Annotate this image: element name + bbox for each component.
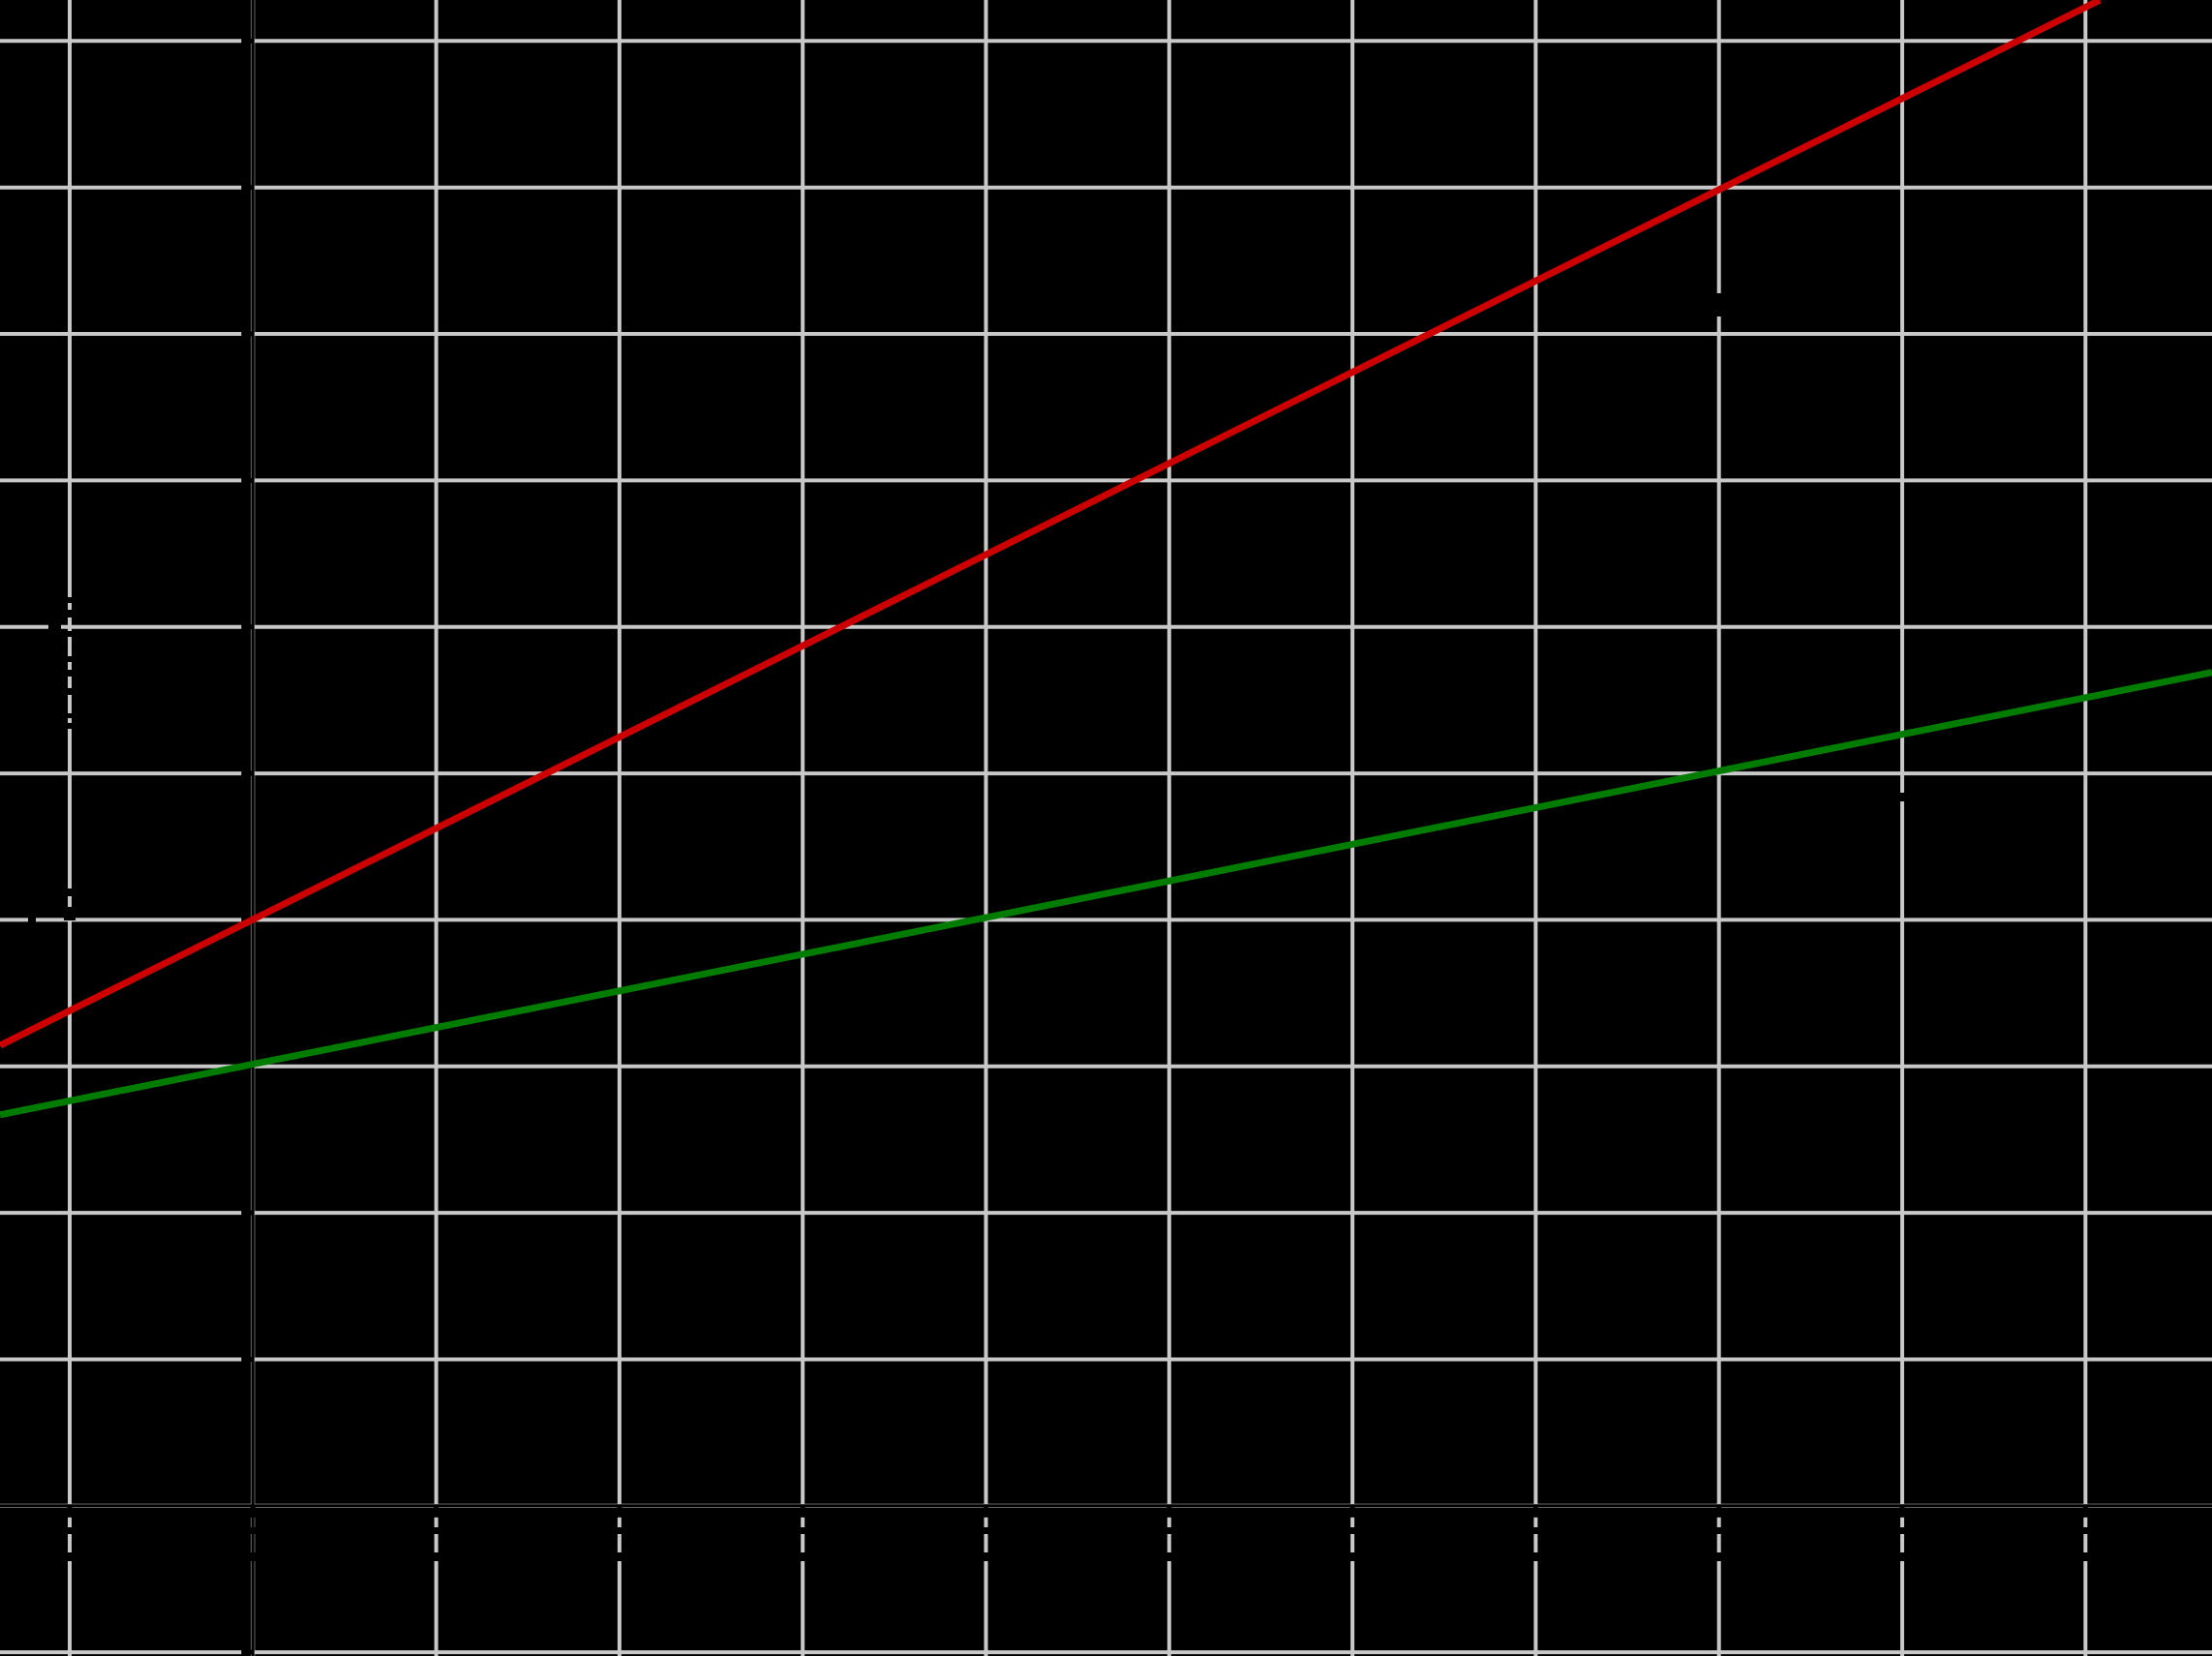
glyph-fragment [66, 688, 74, 695]
x-tick-label-fragment [1531, 1552, 1540, 1561]
glyph-fragment [66, 597, 74, 603]
x-tick-label-fragment [432, 1552, 440, 1561]
x-tick-label-fragment [615, 1552, 623, 1561]
y-axis-tick [241, 185, 254, 191]
tick-layer [67, 38, 2088, 1655]
glyph-fragment [48, 623, 61, 631]
y-axis-tick [241, 1357, 254, 1362]
x-axis-tick [250, 1505, 256, 1518]
x-tick-label-fragment [2081, 1552, 2090, 1561]
glyph-fragment [66, 670, 74, 677]
x-axis-tick [1532, 1505, 1538, 1518]
x-tick-label-fragment [1348, 1527, 1357, 1534]
x-tick-label-fragment [249, 1527, 258, 1534]
red-line [0, 0, 2102, 1049]
x-tick-label-fragment [249, 1552, 258, 1561]
x-tick-label-fragment [799, 1527, 807, 1534]
glyph-fragment [66, 610, 74, 617]
y-axis-tick [241, 1649, 254, 1655]
glyph-fragment [66, 723, 74, 729]
fragment-layer [28, 293, 2090, 1561]
glyph-fragment [1895, 793, 1904, 801]
y-axis-tick [241, 770, 254, 776]
x-tick-label-fragment [1714, 1527, 1723, 1534]
glyph-fragment [28, 916, 36, 923]
y-axis-tick [241, 38, 254, 44]
x-tick-label-fragment [982, 1527, 990, 1534]
x-tick-label-fragment [1714, 1552, 1723, 1561]
glyph-fragment [66, 631, 74, 637]
green-line [0, 669, 2212, 1119]
glyph-fragment [66, 656, 74, 662]
x-tick-label-fragment [432, 1527, 440, 1534]
glyph-fragment [1714, 293, 1723, 316]
glyph-fragment [66, 713, 74, 718]
x-axis-tick [1899, 1505, 1905, 1518]
x-axis-tick [434, 1505, 439, 1518]
x-tick-label-fragment [1165, 1552, 1173, 1561]
x-tick-label-fragment [66, 1552, 74, 1561]
x-axis-tick [2082, 1505, 2088, 1518]
y-axis-tick [241, 1210, 254, 1216]
x-axis-tick [800, 1505, 805, 1518]
glyph-fragment [64, 907, 76, 920]
series-layer [0, 0, 2212, 1119]
x-tick-label-fragment [982, 1552, 990, 1561]
x-tick-label-fragment [615, 1527, 623, 1534]
y-axis-tick [241, 624, 254, 630]
x-tick-label-fragment [1348, 1552, 1357, 1561]
x-tick-label-fragment [2081, 1527, 2090, 1534]
x-tick-label-fragment [1898, 1527, 1906, 1534]
x-tick-label-fragment [1531, 1527, 1540, 1534]
x-axis-tick [1349, 1505, 1355, 1518]
x-axis-tick [984, 1505, 988, 1518]
x-axis-tick [67, 1505, 73, 1518]
y-axis-tick [241, 331, 254, 337]
glyph-fragment [66, 888, 74, 896]
x-axis-tick [1167, 1505, 1172, 1518]
x-tick-label-fragment [66, 1527, 74, 1534]
y-axis-tick [241, 477, 254, 483]
x-tick-label-fragment [1898, 1552, 1906, 1561]
x-tick-label-fragment [799, 1552, 807, 1561]
x-axis-tick [617, 1505, 622, 1518]
x-tick-label-fragment [1165, 1527, 1173, 1534]
x-axis-tick [1716, 1505, 1722, 1518]
